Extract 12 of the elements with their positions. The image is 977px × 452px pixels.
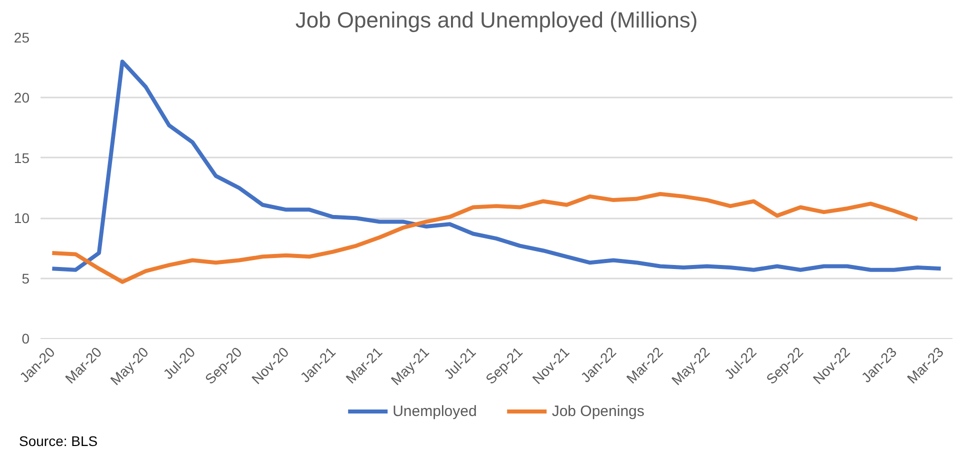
y-tick-label: 20 (14, 90, 30, 106)
y-tick-label: 5 (22, 270, 30, 286)
source-note: Source: BLS (19, 432, 98, 451)
y-tick-label: 0 (22, 330, 30, 346)
y-tick-label: 10 (14, 210, 30, 226)
line-series (50, 60, 943, 272)
legend-label: Unemployed (392, 402, 477, 420)
y-tick-label: 15 (14, 150, 30, 166)
y-tick-label: 25 (14, 30, 30, 46)
line-series (50, 192, 920, 284)
legend-label: Job Openings (552, 402, 644, 420)
chart-title: Job Openings and Unemployed (Millions) (295, 8, 698, 32)
